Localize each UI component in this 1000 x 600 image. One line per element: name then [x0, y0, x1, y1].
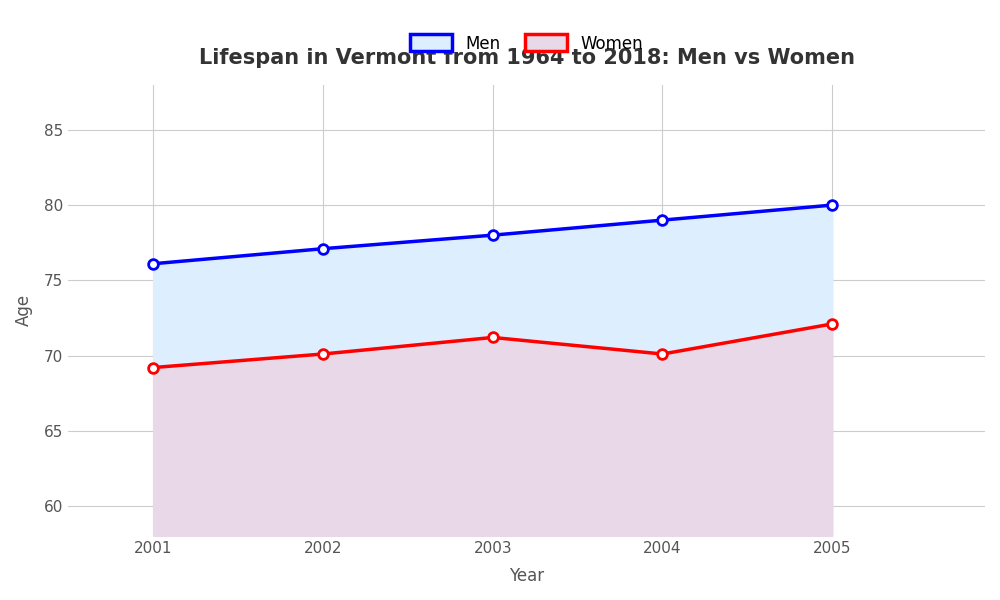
X-axis label: Year: Year: [509, 567, 544, 585]
Legend: Men, Women: Men, Women: [410, 34, 643, 53]
Y-axis label: Age: Age: [15, 295, 33, 326]
Title: Lifespan in Vermont from 1964 to 2018: Men vs Women: Lifespan in Vermont from 1964 to 2018: M…: [199, 48, 855, 68]
